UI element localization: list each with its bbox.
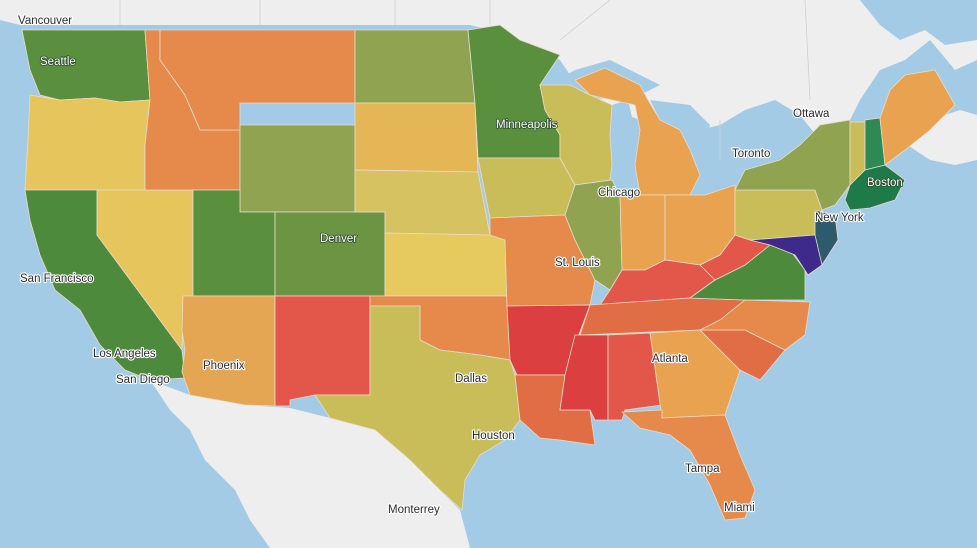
- city-new-york: New York: [815, 212, 864, 224]
- state-texas[interactable]: [314, 305, 521, 511]
- city-labels: Vancouver Seattle Ottawa Minneapolis Tor…: [17, 14, 904, 517]
- mexico-landmass: [150, 380, 470, 548]
- state-arizona[interactable]: [181, 295, 276, 407]
- city-tampa: Tampa: [685, 463, 720, 475]
- lake-ontario: [745, 145, 795, 160]
- city-dallas: Dallas: [455, 373, 487, 385]
- city-boston: Boston: [867, 177, 903, 189]
- city-seattle: Seattle: [40, 56, 76, 68]
- state-new-mexico[interactable]: [274, 295, 371, 407]
- maritimes-landmass: [900, 110, 977, 165]
- state-florida[interactable]: [621, 409, 756, 521]
- state-indiana[interactable]: [619, 194, 666, 271]
- city-denver: Denver: [320, 233, 357, 245]
- state-maryland[interactable]: [749, 234, 823, 276]
- city-miami: Miami: [724, 502, 755, 514]
- lake-erie: [690, 165, 760, 195]
- city-monterrey: Monterrey: [388, 504, 440, 516]
- city-los-angeles: Los Angeles: [93, 348, 156, 360]
- city-ottawa: Ottawa: [793, 108, 830, 120]
- canada-landmass: [0, 0, 977, 195]
- canada-province-borders: [119, 0, 811, 160]
- state-maine[interactable]: [879, 69, 956, 166]
- lake-michigan: [610, 100, 635, 185]
- city-minneapolis: Minneapolis: [496, 119, 558, 131]
- city-atlanta: Atlanta: [652, 353, 688, 365]
- city-st-louis: St. Louis: [555, 257, 600, 269]
- state-kansas[interactable]: [384, 232, 508, 297]
- state-oregon[interactable]: [24, 94, 151, 191]
- state-pennsylvania[interactable]: [734, 189, 823, 241]
- city-houston: Houston: [472, 430, 515, 442]
- city-vancouver: Vancouver: [18, 15, 72, 27]
- city-chicago: Chicago: [598, 187, 640, 199]
- state-massachusetts[interactable]: [844, 164, 906, 211]
- state-colorado[interactable]: [274, 211, 386, 297]
- state-michigan[interactable]: [574, 67, 701, 196]
- us-states[interactable]: [21, 24, 956, 521]
- state-south-dakota[interactable]: [354, 102, 479, 173]
- state-wisconsin[interactable]: [539, 84, 613, 186]
- city-san-francisco: San Francisco: [20, 273, 94, 285]
- city-phoenix: Phoenix: [203, 360, 245, 372]
- city-san-diego: San Diego: [116, 374, 170, 386]
- hudson-bay: [860, 0, 977, 45]
- state-wyoming[interactable]: [239, 124, 356, 213]
- state-georgia[interactable]: [649, 329, 741, 419]
- state-north-dakota[interactable]: [354, 29, 476, 104]
- state-iowa[interactable]: [477, 157, 576, 219]
- lake-huron: [650, 100, 710, 150]
- city-toronto: Toronto: [732, 148, 770, 160]
